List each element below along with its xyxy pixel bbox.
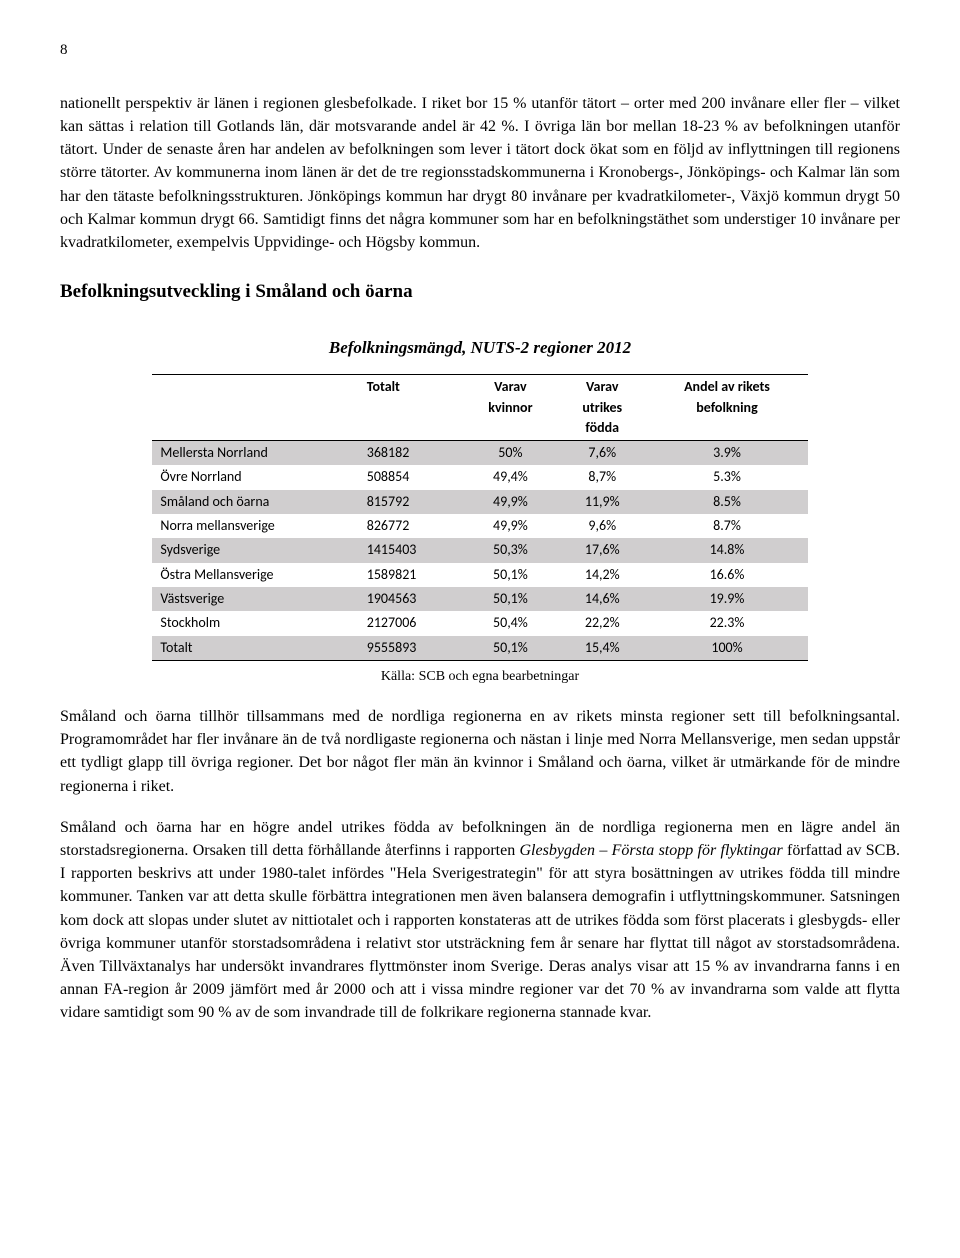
cell-totalt: 9555893	[359, 636, 463, 661]
cell-utrikes: 7,6%	[558, 441, 646, 466]
cell-andel: 8.7%	[646, 514, 807, 538]
cell-totalt: 1904563	[359, 587, 463, 611]
col-header-kvinnor: Varav kvinnor	[463, 375, 558, 441]
cell-utrikes: 22,2%	[558, 611, 646, 635]
cell-totalt: 1589821	[359, 563, 463, 587]
cell-totalt: 508854	[359, 465, 463, 489]
cell-label: Sydsverige	[152, 538, 358, 562]
page-number: 8	[60, 40, 900, 62]
cell-totalt: 368182	[359, 441, 463, 466]
cell-totalt: 2127006	[359, 611, 463, 635]
cell-kvinnor: 50%	[463, 441, 558, 466]
table-row: Västsverige190456350,1%14,6%19.9%	[152, 587, 807, 611]
cell-label: Totalt	[152, 636, 358, 661]
cell-totalt: 815792	[359, 490, 463, 514]
cell-andel: 3.9%	[646, 441, 807, 466]
cell-andel: 16.6%	[646, 563, 807, 587]
cell-utrikes: 11,9%	[558, 490, 646, 514]
cell-label: Norra mellansverige	[152, 514, 358, 538]
cell-andel: 5.3%	[646, 465, 807, 489]
cell-kvinnor: 50,4%	[463, 611, 558, 635]
cell-label: Västsverige	[152, 587, 358, 611]
cell-kvinnor: 49,4%	[463, 465, 558, 489]
table-row: Totalt955589350,1%15,4%100%	[152, 636, 807, 661]
cell-utrikes: 17,6%	[558, 538, 646, 562]
paragraph-2: Småland och öarna tillhör tillsammans me…	[60, 705, 900, 798]
cell-utrikes: 9,6%	[558, 514, 646, 538]
col-header-andel: Andel av rikets befolkning	[646, 375, 807, 441]
cell-label: Stockholm	[152, 611, 358, 635]
cell-kvinnor: 49,9%	[463, 490, 558, 514]
cell-totalt: 826772	[359, 514, 463, 538]
paragraph-1: nationellt perspektiv är länen i regione…	[60, 92, 900, 254]
table-row: Sydsverige141540350,3%17,6%14.8%	[152, 538, 807, 562]
cell-utrikes: 8,7%	[558, 465, 646, 489]
table-row: Norra mellansverige82677249,9%9,6%8.7%	[152, 514, 807, 538]
cell-label: Övre Norrland	[152, 465, 358, 489]
cell-kvinnor: 50,3%	[463, 538, 558, 562]
cell-andel: 22.3%	[646, 611, 807, 635]
col-header-totalt: Totalt	[359, 375, 463, 441]
cell-utrikes: 15,4%	[558, 636, 646, 661]
table-row: Mellersta Norrland36818250%7,6%3.9%	[152, 441, 807, 466]
table-title: Befolkningsmängd, NUTS-2 regioner 2012	[60, 336, 900, 361]
section-heading: Befolkningsutveckling i Småland och öarn…	[60, 278, 900, 306]
paragraph-3: Småland och öarna har en högre andel utr…	[60, 816, 900, 1025]
cell-andel: 100%	[646, 636, 807, 661]
cell-kvinnor: 50,1%	[463, 587, 558, 611]
col-header-region	[152, 375, 358, 441]
cell-andel: 19.9%	[646, 587, 807, 611]
cell-label: Mellersta Norrland	[152, 441, 358, 466]
cell-andel: 8.5%	[646, 490, 807, 514]
cell-utrikes: 14,6%	[558, 587, 646, 611]
cell-andel: 14.8%	[646, 538, 807, 562]
cell-kvinnor: 49,9%	[463, 514, 558, 538]
cell-kvinnor: 50,1%	[463, 636, 558, 661]
cell-utrikes: 14,2%	[558, 563, 646, 587]
cell-label: Småland och öarna	[152, 490, 358, 514]
cell-label: Östra Mellansverige	[152, 563, 358, 587]
table-source: Källa: SCB och egna bearbetningar	[60, 667, 900, 687]
table-row: Östra Mellansverige158982150,1%14,2%16.6…	[152, 563, 807, 587]
col-header-utrikes: Varav utrikes födda	[558, 375, 646, 441]
table-row: Övre Norrland50885449,4%8,7%5.3%	[152, 465, 807, 489]
table-row: Stockholm212700650,4%22,2%22.3%	[152, 611, 807, 635]
cell-kvinnor: 50,1%	[463, 563, 558, 587]
table-row: Småland och öarna81579249,9%11,9%8.5%	[152, 490, 807, 514]
cell-totalt: 1415403	[359, 538, 463, 562]
population-table: Totalt Varav kvinnor Varav utrikes födda…	[152, 374, 807, 661]
